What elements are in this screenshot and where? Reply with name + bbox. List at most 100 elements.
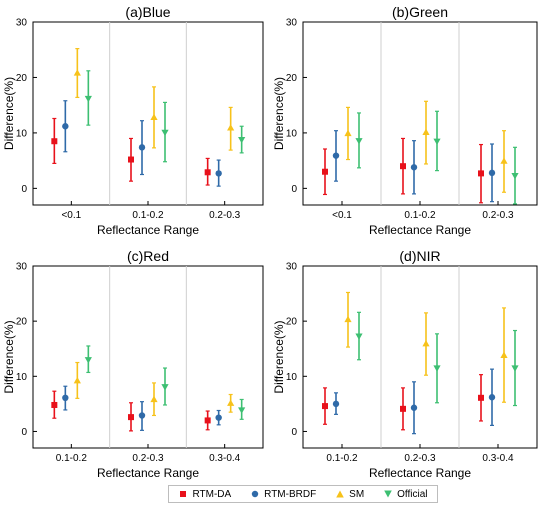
data-point: [62, 394, 69, 402]
data-point: [150, 113, 158, 120]
plot-frame: [32, 21, 264, 206]
data-point: [51, 138, 58, 145]
legend-marker-rtm-brdf: [251, 490, 259, 498]
data-point: [215, 170, 222, 177]
legend-marker-sm: [336, 490, 344, 498]
panel-title: (b)Green: [392, 4, 448, 20]
x-axis-label: Reflectance Range: [97, 466, 199, 480]
data-point: [332, 152, 340, 159]
data-point: [355, 138, 363, 145]
y-tick-label: 30: [286, 18, 298, 29]
x-tick-label: 0.1-0.2: [56, 453, 88, 464]
y-tick-label: 20: [16, 73, 28, 84]
y-tick-label: 30: [16, 262, 28, 273]
data-point: [410, 404, 418, 411]
y-axis-label: Difference(%): [272, 320, 286, 393]
data-point: [204, 169, 211, 176]
data-point: [128, 156, 134, 163]
data-point: [161, 384, 169, 391]
data-point: [322, 168, 328, 175]
data-point: [138, 412, 146, 419]
data-point: [422, 128, 430, 135]
y-tick-label: 0: [291, 184, 297, 195]
y-tick-label: 30: [16, 18, 28, 29]
x-tick-label: 0.2-0.3: [482, 210, 514, 221]
x-tick-label: 0.1-0.2: [326, 453, 358, 464]
y-tick-label: 20: [286, 73, 298, 84]
x-tick-label: 0.1-0.2: [404, 210, 436, 221]
panel-title: (a)Blue: [125, 4, 170, 20]
data-point: [488, 169, 496, 177]
data-point: [488, 394, 496, 401]
data-point: [227, 124, 235, 131]
y-axis-label: Difference(%): [2, 77, 16, 150]
data-point: [400, 405, 406, 412]
plot-frame: [32, 265, 264, 449]
data-point: [128, 414, 134, 421]
y-tick-label: 10: [286, 128, 298, 139]
data-point: [215, 414, 222, 421]
data-point: [238, 136, 246, 144]
data-point: [73, 69, 81, 76]
panel-title: (c)Red: [127, 248, 169, 264]
data-point: [150, 395, 158, 403]
y-tick-label: 0: [21, 427, 27, 438]
legend: RTM-DA RTM-BRDF SM Official: [168, 485, 438, 503]
data-point: [433, 365, 441, 372]
data-point: [344, 129, 352, 137]
x-tick-label: <0.1: [332, 210, 352, 221]
data-point: [344, 315, 352, 323]
legend-label-rtm-da: RTM-DA: [192, 488, 232, 500]
x-tick-label: 0.2-0.3: [404, 453, 436, 464]
legend-label-sm: SM: [349, 488, 365, 500]
legend-label-rtm-brdf: RTM-BRDF: [264, 488, 317, 500]
data-point: [410, 164, 418, 171]
data-point: [511, 365, 519, 372]
data-point: [422, 339, 430, 347]
data-point: [478, 170, 484, 177]
y-tick-label: 30: [286, 262, 298, 273]
panel-title: (d)NIR: [399, 248, 440, 264]
data-point: [204, 417, 211, 424]
data-point: [84, 357, 92, 364]
data-point: [138, 144, 146, 151]
x-tick-label: 0.2-0.3: [209, 210, 241, 221]
y-axis-label: Difference(%): [272, 77, 286, 150]
legend-marker-official: [384, 490, 392, 498]
data-point: [84, 95, 92, 103]
x-axis-label: Reflectance Range: [97, 223, 199, 237]
data-point: [332, 400, 340, 408]
x-tick-label: 0.3-0.4: [209, 453, 241, 464]
data-point: [511, 173, 519, 180]
x-tick-label: 0.2-0.3: [132, 453, 164, 464]
data-point: [51, 401, 58, 408]
y-tick-label: 0: [291, 427, 297, 438]
legend-item-sm: SM: [335, 489, 364, 500]
y-tick-label: 20: [16, 317, 28, 328]
y-axis-label: Difference(%): [2, 320, 16, 393]
data-point: [500, 351, 508, 358]
x-axis-label: Reflectance Range: [369, 223, 471, 237]
legend-item-official: Official: [383, 488, 428, 500]
y-tick-label: 10: [16, 128, 28, 139]
data-point: [161, 129, 169, 137]
y-tick-label: 20: [286, 317, 298, 328]
data-point: [478, 394, 484, 401]
y-tick-label: 0: [21, 184, 27, 195]
data-point: [322, 403, 328, 410]
legend-marker-rtm-da: [180, 491, 187, 497]
x-tick-label: <0.1: [61, 210, 81, 221]
data-point: [500, 157, 508, 164]
data-point: [73, 376, 81, 384]
x-axis-label: Reflectance Range: [369, 466, 471, 480]
data-point: [238, 407, 246, 414]
data-point: [227, 399, 235, 406]
x-tick-label: 0.3-0.4: [482, 453, 514, 464]
legend-item-rtm-brdf: RTM-BRDF: [250, 489, 316, 500]
data-point: [433, 138, 441, 146]
legend-item-rtm-da: RTM-DA: [178, 489, 231, 500]
data-point: [355, 333, 363, 340]
legend-label-official: Official: [397, 488, 428, 500]
